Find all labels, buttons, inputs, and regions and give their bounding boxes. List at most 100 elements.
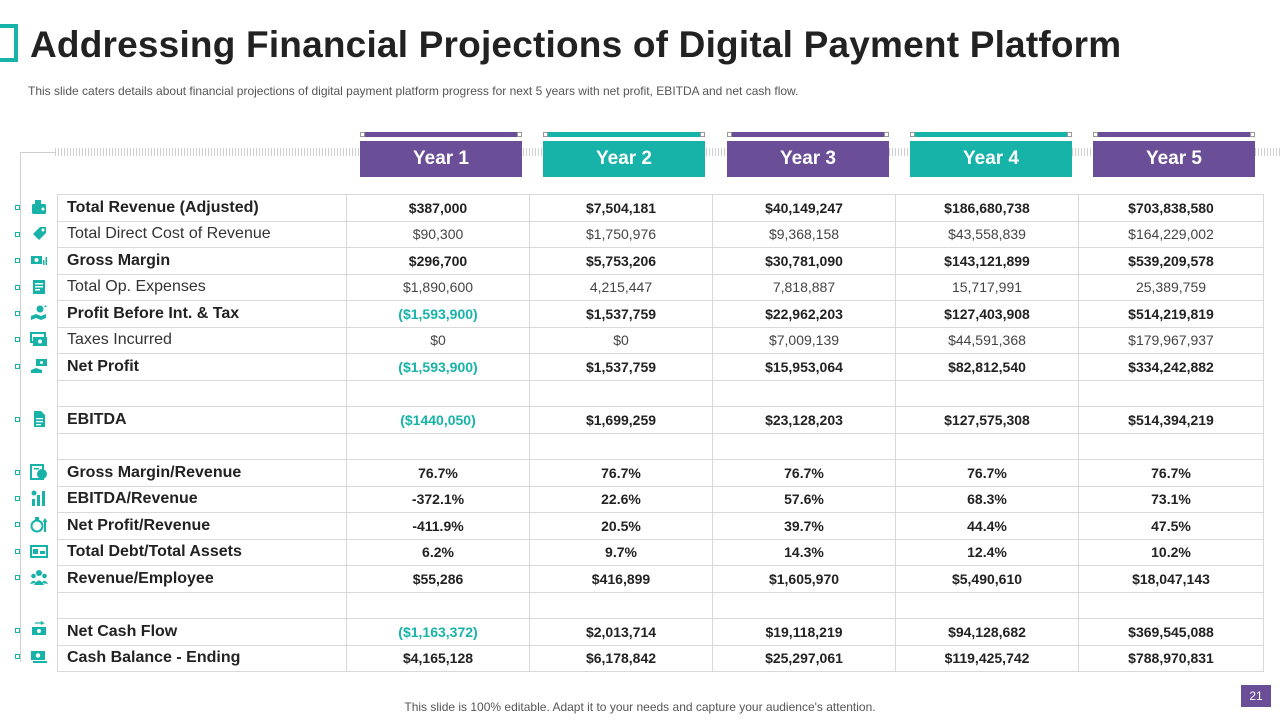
cell-value: 76.7% [529, 459, 713, 487]
cell-value: $119,425,742 [895, 644, 1079, 672]
wallet-icon [32, 200, 46, 214]
year-label: Year 3 [727, 141, 889, 177]
cell-value: $4,165,128 [346, 644, 530, 672]
table-row: Total Debt/Total Assets 6.2% 9.7% 14.3% … [57, 538, 1264, 566]
row-label: Revenue/Employee [57, 565, 347, 593]
table-row: Gross Margin/Revenue 76.7% 76.7% 76.7% 7… [57, 459, 1264, 487]
cash-flow-icon [32, 621, 46, 635]
cell-value: 22.6% [529, 485, 713, 513]
balance-sheet-icon [30, 545, 48, 558]
slide-subtitle: This slide caters details about financia… [28, 84, 799, 98]
slide-title: Addressing Financial Projections of Digi… [30, 24, 1122, 65]
table-row: Total Op. Expenses $1,890,600 4,215,447 … [57, 273, 1264, 301]
row-label: Gross Margin/Revenue [57, 459, 347, 487]
year-tab-2: Year 2 [543, 131, 705, 177]
year-label: Year 2 [543, 141, 705, 177]
receipt-icon [33, 280, 45, 294]
cell-value: $539,209,578 [1078, 247, 1264, 275]
cell-value: $44,591,368 [895, 326, 1079, 354]
page-number-badge: 21 [1241, 685, 1271, 707]
cell-value: 9.7% [529, 538, 713, 566]
cell-value: 6.2% [346, 538, 530, 566]
cell-value: -372.1% [346, 485, 530, 513]
document-icon [34, 411, 45, 427]
cell-value: $1,537,759 [529, 300, 713, 328]
year-tab-1: Year 1 [360, 131, 522, 177]
cell-value: $90,300 [346, 220, 530, 248]
bar-chart-icon [31, 490, 45, 506]
cell-value: 47.5% [1078, 512, 1264, 540]
row-label: Net Cash Flow [57, 618, 347, 646]
row-label: EBITDA/Revenue [57, 485, 347, 513]
price-tag-icon [33, 227, 46, 240]
row-bullet [15, 337, 20, 342]
table-row: Total Revenue (Adjusted) $387,000 $7,504… [57, 194, 1264, 222]
cell-value: $15,953,064 [712, 353, 896, 381]
cell-value: $387,000 [346, 194, 530, 222]
row-bullet [15, 364, 20, 369]
row-label: Profit Before Int. & Tax [57, 300, 347, 328]
cell-value: 44.4% [895, 512, 1079, 540]
row-bullet [15, 549, 20, 554]
row-bullet [15, 285, 20, 290]
cell-value: ($1,163,372) [346, 618, 530, 646]
table-row: Profit Before Int. & Tax ($1,593,900) $1… [57, 300, 1264, 328]
left-rail-line [20, 152, 21, 662]
cell-value: $30,781,090 [712, 247, 896, 275]
cell-value: $127,575,308 [895, 406, 1079, 434]
cell-value: 7,818,887 [712, 273, 896, 301]
table-row: EBITDA ($1440,050) $1,699,259 $23,128,20… [57, 406, 1264, 434]
cell-value: 76.7% [346, 459, 530, 487]
cell-value: 4,215,447 [529, 273, 713, 301]
cell-value: $2,013,714 [529, 618, 713, 646]
row-bullet [15, 205, 20, 210]
cell-value: $334,242,882 [1078, 353, 1264, 381]
table-row: Net Profit ($1,593,900) $1,537,759 $15,9… [57, 353, 1264, 381]
row-label: Net Profit [57, 353, 347, 381]
report-icon [30, 464, 47, 480]
cell-value: ($1,593,900) [346, 353, 530, 381]
cell-value: 73.1% [1078, 485, 1264, 513]
row-label: Total Op. Expenses [57, 273, 347, 301]
spacer-row [57, 591, 1264, 619]
team-icon [30, 570, 48, 585]
cell-value: $1,537,759 [529, 353, 713, 381]
cell-value: $22,962,203 [712, 300, 896, 328]
cell-value: $18,047,143 [1078, 565, 1264, 593]
year-label: Year 1 [360, 141, 522, 177]
cell-value: $127,403,908 [895, 300, 1079, 328]
year-tab-5: Year 5 [1093, 131, 1255, 177]
cell-value: $1,750,976 [529, 220, 713, 248]
row-label: Taxes Incurred [57, 326, 347, 354]
cell-value: $25,297,061 [712, 644, 896, 672]
footer-note: This slide is 100% editable. Adapt it to… [404, 700, 876, 714]
cell-value: $1,605,970 [712, 565, 896, 593]
cell-value: $94,128,682 [895, 618, 1079, 646]
cell-value: 39.7% [712, 512, 896, 540]
row-bullet [15, 417, 20, 422]
cell-value: $1,699,259 [529, 406, 713, 434]
cash-chart-icon [31, 256, 47, 265]
spacer-row [57, 432, 1264, 460]
money-bills-icon [30, 332, 47, 346]
row-bullet [15, 654, 20, 659]
hand-cash-icon [31, 359, 47, 373]
cell-value: $5,490,610 [895, 565, 1079, 593]
cell-value: $0 [346, 326, 530, 354]
row-bullet [15, 522, 20, 527]
row-bullet [15, 470, 20, 475]
cell-value: $55,286 [346, 565, 530, 593]
cell-value: $179,967,937 [1078, 326, 1264, 354]
cell-value: 68.3% [895, 485, 1079, 513]
row-bullet [15, 575, 20, 580]
table-row: Cash Balance - Ending $4,165,128 $6,178,… [57, 644, 1264, 672]
cell-value: $43,558,839 [895, 220, 1079, 248]
row-bullet [15, 496, 20, 501]
table-row: Net Profit/Revenue -411.9% 20.5% 39.7% 4… [57, 512, 1264, 540]
year-label: Year 4 [910, 141, 1072, 177]
cell-value: $0 [529, 326, 713, 354]
hand-money-icon [31, 305, 47, 320]
cell-value: $514,219,819 [1078, 300, 1264, 328]
cell-value: 15,717,991 [895, 273, 1079, 301]
cell-value: $82,812,540 [895, 353, 1079, 381]
